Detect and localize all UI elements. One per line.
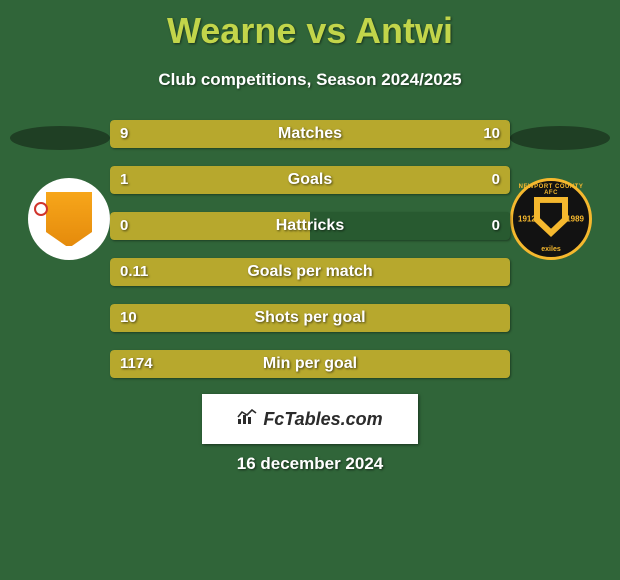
stat-row: 910Matches [110,120,510,148]
stat-row: 10Goals [110,166,510,194]
stat-metric-label: Matches [110,120,510,148]
stat-row: 00Hattricks [110,212,510,240]
stat-row: 1174Min per goal [110,350,510,378]
page-title: Wearne vs Antwi [0,0,620,52]
branding-text: FcTables.com [263,409,382,430]
stat-metric-label: Shots per goal [110,304,510,332]
chart-icon [237,409,257,430]
stat-rows: 910Matches 10Goals 00Hattricks 0.11Goals pe… [110,120,510,396]
stat-row: 0.11Goals per match [110,258,510,286]
club-crest-right: NEWPORT COUNTY AFC 1912 1989 exiles [510,178,592,260]
stat-metric-label: Hattricks [110,212,510,240]
player-shadow-left [10,126,110,150]
stat-metric-label: Goals [110,166,510,194]
stat-metric-label: Goals per match [110,258,510,286]
club-crest-left [28,178,110,260]
stat-row: 10Shots per goal [110,304,510,332]
stat-metric-label: Min per goal [110,350,510,378]
player-shadow-right [510,126,610,150]
branding-badge: FcTables.com [202,394,418,444]
date-text: 16 december 2024 [0,454,620,474]
subtitle: Club competitions, Season 2024/2025 [0,70,620,90]
